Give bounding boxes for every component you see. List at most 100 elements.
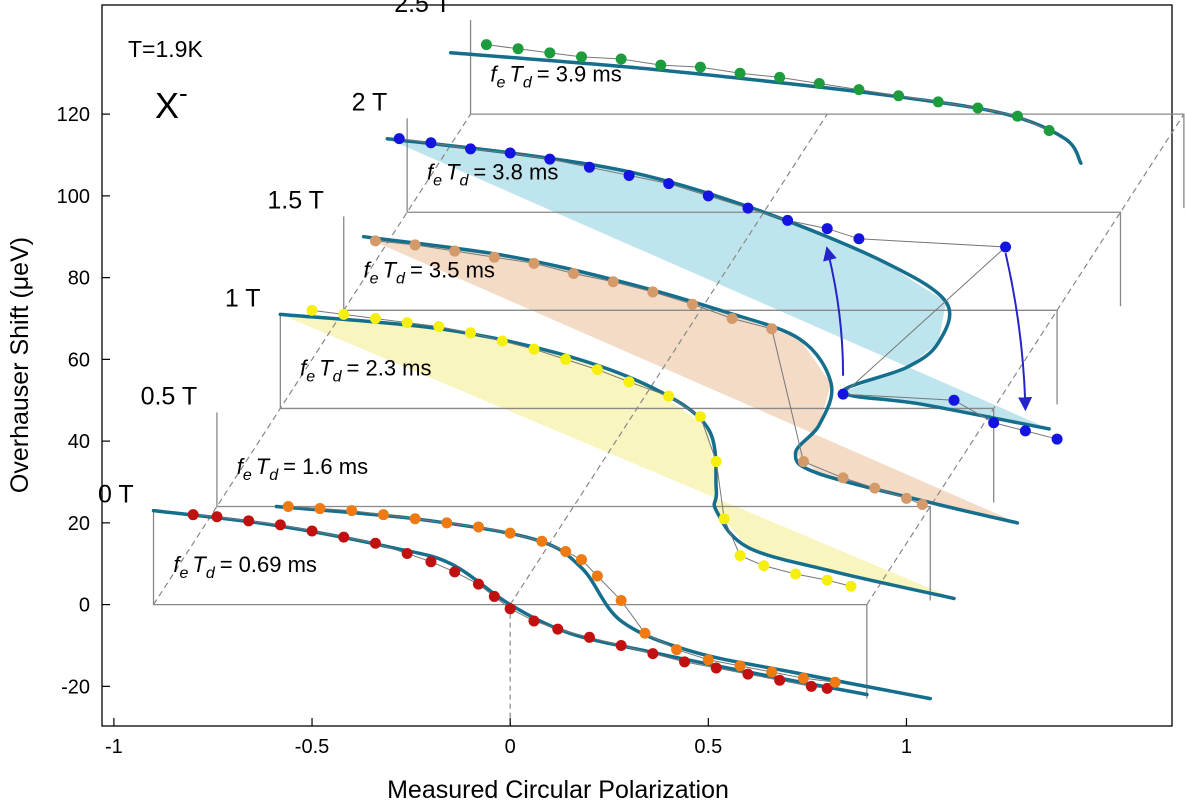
data-point <box>512 43 524 55</box>
td-prefix: f <box>427 160 436 185</box>
hysteresis-arrows <box>823 246 1033 412</box>
data-point <box>702 190 714 202</box>
data-point <box>686 298 698 310</box>
x-tick-label: 0 <box>505 736 516 758</box>
data-trace <box>375 240 923 505</box>
data-point <box>465 327 477 339</box>
data-point <box>583 631 595 643</box>
data-point <box>346 505 358 517</box>
td-sub-e: e <box>370 271 379 288</box>
data-point <box>615 595 627 607</box>
data-point <box>837 472 849 484</box>
y-tick-label: 60 <box>68 349 90 371</box>
hysteresis-area <box>280 314 955 599</box>
data-point <box>393 133 405 145</box>
y-tick-label: 120 <box>57 104 90 126</box>
data-point <box>671 644 683 656</box>
td-mid: T <box>509 61 524 86</box>
plane-frame <box>469 20 1185 209</box>
data-point <box>282 501 294 513</box>
model-curve <box>274 504 933 701</box>
td-sub-d: d <box>333 369 343 386</box>
species-label: X- <box>155 78 188 126</box>
td-label: fe Td = 3.8 ms <box>427 160 558 190</box>
td-value: = 3.8 ms <box>473 160 558 185</box>
model-curve <box>361 234 1020 525</box>
data-point <box>401 317 413 329</box>
data-point <box>544 47 556 59</box>
hysteresis-arrow <box>823 246 845 376</box>
data-point <box>734 660 746 672</box>
data-point <box>1019 425 1031 437</box>
hysteresis-area <box>363 236 1018 523</box>
td-prefix: f <box>173 552 182 577</box>
data-point <box>528 343 540 355</box>
data-point <box>988 417 1000 429</box>
td-prefix: f <box>490 61 499 86</box>
data-point <box>441 517 453 529</box>
data-point <box>829 676 841 688</box>
td-prefix: f <box>300 356 309 381</box>
data-point <box>805 680 817 692</box>
data-point <box>576 554 588 566</box>
td-label: fe Td = 3.5 ms <box>364 258 495 288</box>
plane-frame <box>279 314 995 503</box>
td-sub-d: d <box>206 565 216 582</box>
data-point <box>1011 110 1023 122</box>
td-value: = 0.69 ms <box>220 552 317 577</box>
data-point <box>742 202 754 214</box>
data-point <box>972 102 984 114</box>
data-point <box>544 153 556 165</box>
data-point <box>647 286 659 298</box>
data-point <box>710 456 722 468</box>
td-value: = 2.3 ms <box>347 356 432 381</box>
td-sub-d: d <box>269 467 279 484</box>
td-mid: T <box>319 356 334 381</box>
data-point <box>694 61 706 73</box>
data-point <box>338 531 350 543</box>
data-point <box>433 321 445 333</box>
field-label: 1 T <box>225 284 261 312</box>
td-sub-d: d <box>396 271 406 288</box>
data-point <box>401 548 413 560</box>
data-point <box>797 672 809 684</box>
hysteresis-fills <box>280 138 1050 599</box>
data-point <box>314 503 326 515</box>
data-point <box>591 570 603 582</box>
data-point <box>774 71 786 83</box>
data-point <box>916 498 928 510</box>
data-point <box>306 525 318 537</box>
plot-frame <box>101 4 1173 727</box>
td-mid: T <box>192 552 207 577</box>
data-point <box>726 312 738 324</box>
data-point <box>409 513 421 525</box>
data-point <box>472 521 484 533</box>
data-point <box>377 509 389 521</box>
data-point <box>591 364 603 376</box>
data-point <box>766 323 778 335</box>
y-tick-label: 80 <box>68 268 90 290</box>
temperature-label: T=1.9K <box>128 36 203 62</box>
data-point <box>338 308 350 320</box>
data-point <box>639 627 651 639</box>
td-mid: T <box>383 258 398 283</box>
data-point <box>560 353 572 365</box>
td-sub-e: e <box>179 565 188 582</box>
model-curve <box>448 51 1083 165</box>
data-point <box>369 537 381 549</box>
data-point <box>496 335 508 347</box>
data-point <box>758 560 770 572</box>
data-point <box>623 376 635 388</box>
data-point <box>369 312 381 324</box>
data-point <box>853 233 865 245</box>
data-point <box>576 51 588 63</box>
td-sub-e: e <box>243 467 252 484</box>
data-points <box>187 39 1063 694</box>
data-point <box>449 566 461 578</box>
data-point <box>837 388 849 400</box>
data-point <box>710 662 722 674</box>
data-point <box>1000 241 1012 253</box>
field-label: 1.5 T <box>267 186 324 214</box>
model-curve <box>278 312 956 601</box>
